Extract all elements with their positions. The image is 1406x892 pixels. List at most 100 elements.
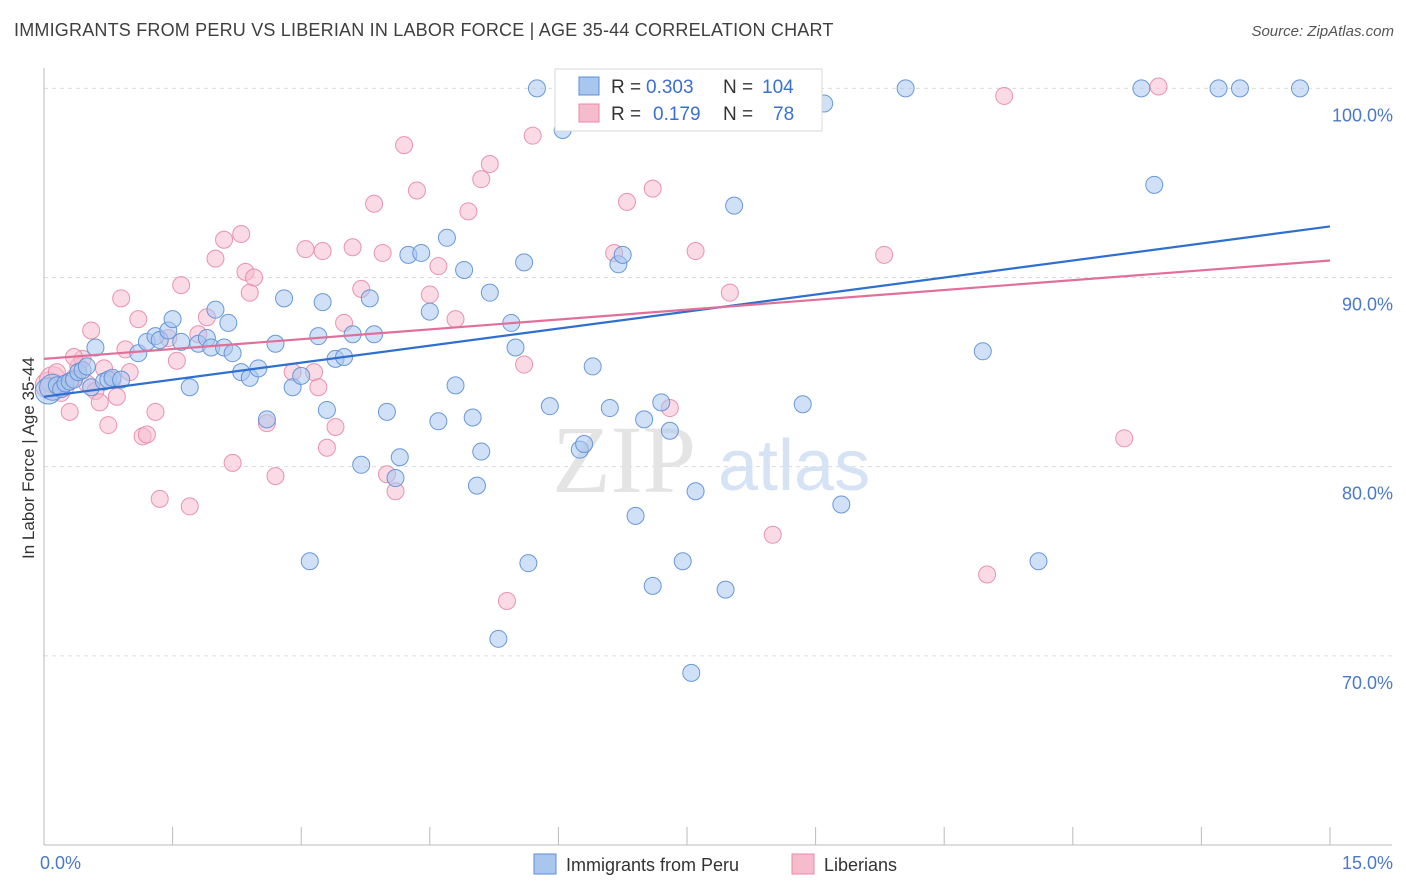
point-peru-59 [463,408,482,427]
point-peru-76 [613,245,632,264]
y-axis-label: In Labor Force | Age 35-44 [19,357,38,559]
point-peru-53 [412,243,431,262]
y-tick-label-2: 80.0% [1342,484,1393,504]
trend-line-liberian [43,259,1331,360]
point-liberian-37 [245,268,264,287]
point-liberian-32 [215,230,234,249]
point-liberian-60 [472,170,491,189]
point-liberian-45 [317,438,336,457]
point-peru-99 [1209,79,1228,98]
x-tick-label-1: 15.0% [1342,853,1393,873]
stats-r-value-liberian: 0.179 [653,104,701,125]
point-liberian-58 [446,310,465,329]
point-peru-54 [420,302,439,321]
chart-source: Source: ZipAtlas.com [1251,23,1394,40]
y-tick-label-0: 100.0% [1332,105,1393,125]
point-peru-15 [112,370,131,389]
point-liberian-66 [617,192,636,211]
tick-labels: 100.0% 90.0% 80.0% 70.0% 0.0% 15.0% [40,105,1393,873]
point-peru-57 [446,376,465,395]
point-liberian-17 [112,289,131,308]
point-peru-87 [725,196,744,215]
point-peru-96 [1029,552,1048,571]
point-liberian-22 [137,425,156,444]
point-peru-60 [467,476,486,495]
point-liberian-67 [643,179,662,198]
point-peru-74 [600,399,619,418]
point-liberian-26 [167,351,186,370]
watermark: ZIP atlas [552,406,870,513]
point-peru-91 [793,395,812,414]
point-peru-98 [1145,175,1164,194]
stats-r-value-peru: 0.303 [646,77,694,98]
point-liberian-24 [150,489,169,508]
stats-n-value-peru: 104 [762,77,794,98]
point-peru-38 [292,366,311,385]
point-liberian-16 [107,387,126,406]
watermark-atlas: atlas [718,426,870,506]
point-peru-82 [673,552,692,571]
point-peru-49 [377,402,396,421]
legend-swatch-liberian [791,853,815,875]
point-liberian-5 [60,402,79,421]
point-liberian-41 [296,240,315,259]
point-liberian-43 [309,378,328,397]
point-peru-63 [489,629,508,648]
point-liberian-73 [978,565,997,584]
point-peru-29 [219,313,238,332]
point-liberian-14 [99,416,118,435]
point-peru-39 [300,552,319,571]
point-peru-78 [635,410,654,429]
point-liberian-54 [395,136,414,155]
point-liberian-63 [515,355,534,374]
point-peru-80 [652,393,671,412]
point-peru-46 [352,455,371,474]
point-liberian-64 [523,126,542,145]
point-peru-79 [643,576,662,595]
point-peru-21 [163,310,182,329]
point-liberian-72 [875,245,894,264]
point-peru-97 [1132,79,1151,98]
point-peru-83 [682,663,701,682]
point-liberian-33 [223,453,242,472]
point-peru-40 [309,327,328,346]
point-liberian-23 [146,402,165,421]
point-peru-30 [223,344,242,363]
point-liberian-36 [240,283,259,302]
point-liberian-62 [497,591,516,610]
point-peru-66 [515,253,534,272]
point-peru-77 [626,506,645,525]
point-peru-101 [1290,79,1309,98]
point-liberian-27 [172,276,191,295]
stats-box: R = 0.303 N = 104 R = 0.179 N = 78 [554,68,823,132]
point-peru-100 [1230,79,1249,98]
point-peru-93 [832,495,851,514]
point-peru-35 [266,334,285,353]
point-liberian-10 [82,321,101,340]
legend: Immigrants from Peru Liberians [533,853,897,875]
point-liberian-75 [1115,429,1134,448]
axes [43,68,1392,846]
point-peru-50 [386,469,405,488]
point-liberian-59 [459,202,478,221]
stats-n-label-liberian: N = [723,104,753,125]
point-peru-58 [455,260,474,279]
point-liberian-20 [129,310,148,329]
point-liberian-31 [206,249,225,268]
point-peru-55 [429,412,448,431]
point-peru-9 [77,357,96,376]
point-peru-72 [575,434,594,453]
point-liberian-70 [720,283,739,302]
chart-title: IMMIGRANTS FROM PERU VS LIBERIAN IN LABO… [14,20,834,40]
point-peru-36 [275,289,294,308]
point-liberian-50 [365,194,384,213]
point-peru-84 [686,482,705,501]
legend-label-liberian: Liberians [824,855,897,875]
stats-n-value-liberian: 78 [773,104,794,125]
point-peru-62 [480,283,499,302]
watermark-zip: ZIP [552,406,696,513]
point-liberian-44 [313,242,332,261]
legend-label-peru: Immigrants from Peru [566,855,739,875]
point-peru-27 [206,300,225,319]
